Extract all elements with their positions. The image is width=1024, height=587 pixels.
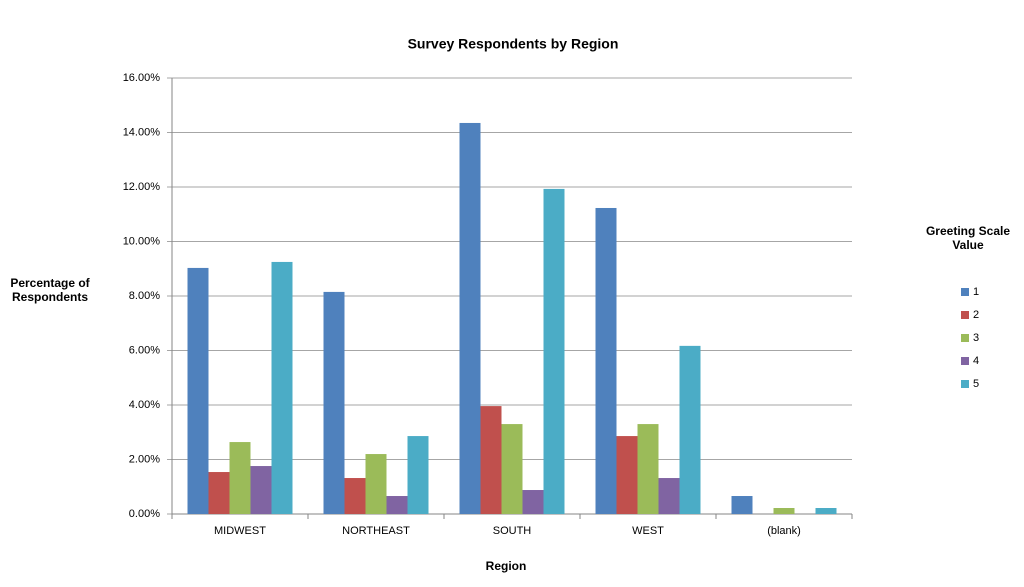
y-tick-label: 8.00%: [129, 290, 160, 302]
bar: [344, 478, 366, 514]
legend-label: 4: [973, 355, 979, 367]
y-tick-label: 4.00%: [129, 399, 160, 411]
y-tick-label: 2.00%: [129, 453, 160, 465]
bar: [271, 261, 293, 514]
legend-label: 2: [973, 309, 979, 321]
y-tick-label: 16.00%: [123, 72, 161, 84]
bar: [679, 345, 701, 514]
bar: [187, 267, 209, 514]
bar: [815, 508, 837, 514]
legend-label: 3: [973, 332, 979, 344]
bar: [543, 188, 565, 514]
bar: [323, 291, 345, 514]
bar: [522, 490, 544, 514]
bar: [595, 207, 617, 515]
bar: [459, 122, 481, 515]
bar: [229, 442, 251, 514]
bar: [501, 424, 523, 514]
y-tick-label: 6.00%: [129, 344, 160, 356]
bar: [250, 466, 272, 514]
x-tick-label: WEST: [632, 525, 664, 537]
legend-label: 1: [973, 286, 979, 298]
bar: [773, 508, 795, 514]
legend-swatch: [961, 288, 969, 296]
y-tick-label: 12.00%: [123, 181, 161, 193]
legend-label: 5: [973, 378, 979, 390]
bar: [658, 478, 680, 514]
y-tick-label: 14.00%: [123, 126, 161, 138]
bar: [637, 424, 659, 514]
bar: [731, 496, 753, 514]
y-tick-label: 10.00%: [123, 235, 161, 247]
x-tick-label: (blank): [767, 525, 801, 537]
x-axis-label: Region: [486, 559, 527, 573]
bar: [480, 406, 502, 514]
x-tick-label: SOUTH: [493, 525, 532, 537]
legend-swatch: [961, 357, 969, 365]
x-tick-label: NORTHEAST: [342, 525, 410, 537]
bar: [407, 436, 429, 514]
chart-title: Survey Respondents by Region: [408, 36, 619, 52]
bar: [365, 454, 387, 514]
x-tick-label: MIDWEST: [214, 525, 266, 537]
legend-swatch: [961, 311, 969, 319]
bar: [386, 496, 408, 514]
y-axis-label: Percentage of Respondents: [10, 276, 90, 304]
legend-title: Greeting Scale Value: [925, 224, 1011, 252]
bar: [208, 472, 230, 514]
bar: [616, 436, 638, 514]
legend-swatch: [961, 334, 969, 342]
y-tick-label: 0.00%: [129, 508, 160, 520]
legend-swatch: [961, 380, 969, 388]
